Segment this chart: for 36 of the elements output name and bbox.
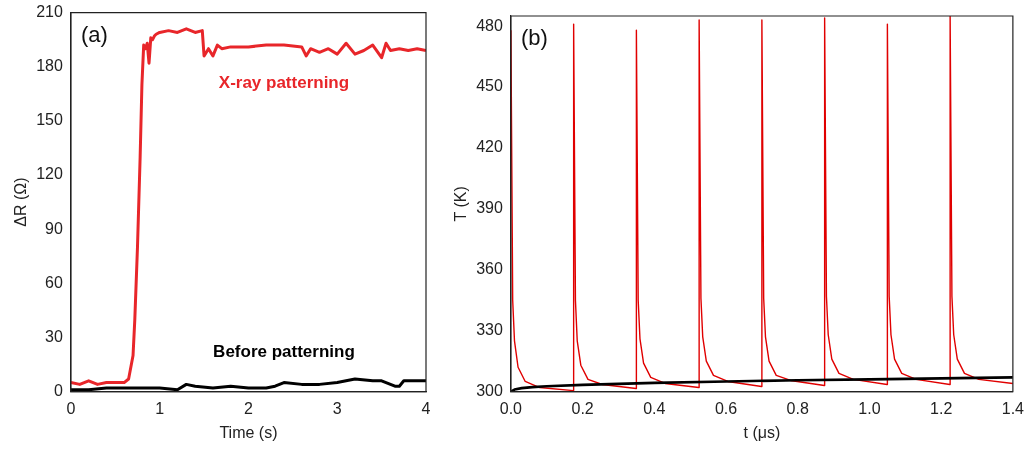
x-tick-label: 0.2: [571, 399, 594, 417]
x-axis-title: t (μs): [743, 423, 781, 441]
x-tick-label: 0.8: [786, 399, 809, 417]
y-tick-label: 150: [36, 111, 63, 129]
y-axis-title: T (K): [452, 186, 470, 222]
x-tick-label: 4: [421, 399, 431, 417]
x-tick-label: 1.4: [1001, 399, 1025, 417]
x-tick-label: 2: [243, 399, 253, 417]
x-tick-label: 1.2: [930, 399, 953, 417]
series-label: X-ray patterning: [218, 73, 350, 93]
x-tick-label: 1: [155, 399, 165, 417]
y-tick-label: 60: [45, 273, 63, 291]
x-tick-label: 0.4: [643, 399, 666, 417]
y-tick-label: 0: [53, 382, 63, 400]
x-axis-title: Time (s): [219, 423, 278, 441]
series-label: Before patterning: [213, 341, 355, 361]
x-tick-label: 0: [66, 399, 76, 417]
x-tick-label: 3: [332, 399, 342, 417]
y-tick-label: 480: [476, 16, 503, 34]
annotation: (b): [520, 25, 548, 51]
y-axis-title: ΔR (Ω): [12, 177, 30, 227]
y-tick-label: 120: [36, 165, 63, 183]
x-tick-label: 0.6: [714, 399, 738, 417]
y-tick-label: 90: [45, 219, 63, 237]
y-tick-label: 420: [476, 138, 503, 156]
y-tick-label: 450: [476, 77, 503, 95]
y-tick-label: 330: [476, 321, 503, 339]
y-tick-label: 180: [36, 57, 63, 75]
x-tick-label: 1.0: [858, 399, 881, 417]
y-tick-label: 360: [476, 260, 503, 278]
y-tick-label: 30: [45, 327, 63, 345]
x-tick-label: 0.0: [499, 399, 523, 417]
annotation: (a): [80, 21, 108, 47]
y-tick-label: 390: [476, 199, 503, 217]
y-tick-label: 300: [476, 382, 503, 400]
y-tick-label: 210: [36, 3, 63, 21]
